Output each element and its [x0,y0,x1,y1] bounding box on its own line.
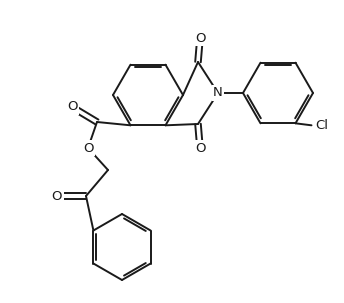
Text: N: N [213,86,223,99]
Text: O: O [67,101,77,114]
Text: O: O [195,32,205,45]
Text: Cl: Cl [315,119,329,132]
Text: O: O [83,142,93,155]
Text: O: O [195,142,205,155]
Text: O: O [52,189,62,202]
